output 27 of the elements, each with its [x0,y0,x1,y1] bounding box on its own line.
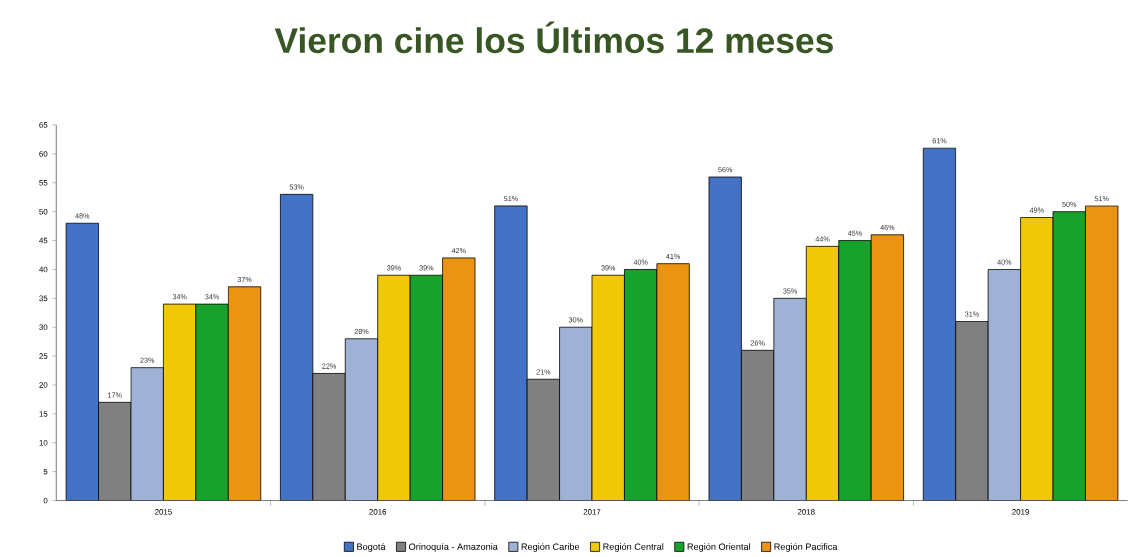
bar [708,176,742,501]
bar [773,297,807,501]
bar [279,193,314,501]
bar [344,338,379,501]
bar [987,269,1021,501]
bar [922,147,957,501]
bar [870,234,905,501]
bar [1085,205,1119,501]
legend-label: Región Central [603,543,664,552]
bar [656,263,690,501]
bar [227,286,262,501]
legend-label: Región Oriental [687,543,751,552]
legend-label: Región Pacifica [774,543,838,552]
bar [559,326,593,501]
chart-title: Vieron cine los Últimos 12 meses [274,21,833,54]
legend-label: Orinoquía - Amazonia [409,543,498,552]
bar [130,367,164,501]
legend-label: Bogotá [357,543,386,552]
bar [805,245,840,501]
bar [377,274,411,501]
bar [163,303,197,501]
legend-label: Región Caribe [521,543,580,552]
bar [591,274,625,501]
bar [1020,217,1054,501]
bar [442,257,476,501]
bar [494,205,528,501]
bar [65,222,99,501]
